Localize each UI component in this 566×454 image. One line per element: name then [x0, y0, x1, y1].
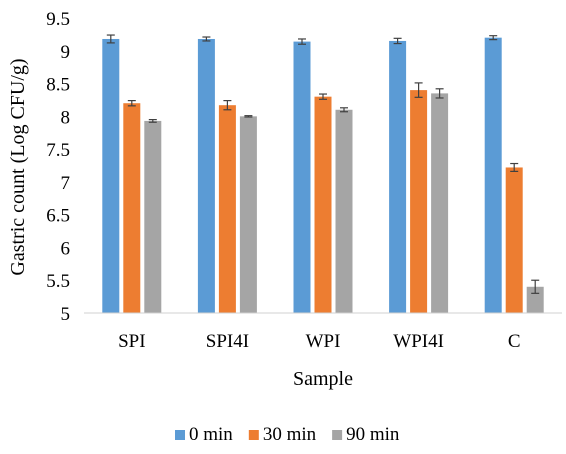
legend-swatch [175, 430, 185, 440]
bar [239, 116, 257, 313]
y-tick-label: 7.5 [46, 140, 70, 161]
y-tick-label: 9 [61, 42, 71, 63]
y-tick-label: 6.5 [46, 206, 70, 227]
bar [293, 41, 311, 313]
y-axis-ticks: 5 5.5 6 6.5 7 7.5 8 8.5 9 9.5 [46, 9, 70, 325]
y-tick-label: 5.5 [46, 271, 70, 292]
bar [314, 96, 332, 314]
bars [102, 34, 544, 314]
bar [410, 90, 428, 313]
y-tick-label: 9.5 [46, 9, 70, 30]
y-tick-label: 8.5 [46, 75, 70, 96]
legend-swatch [248, 430, 259, 440]
x-category-label: SPI [118, 331, 145, 352]
legend: 0 min 30 min 90 min [175, 424, 400, 445]
y-tick-label: 8 [61, 107, 71, 128]
legend-label: 30 min [263, 424, 317, 445]
bar [389, 40, 407, 313]
bar [484, 37, 502, 314]
x-axis-title: Sample [293, 368, 353, 390]
y-tick-label: 6 [61, 238, 71, 259]
bar [335, 109, 353, 314]
bar [123, 103, 141, 313]
bar [102, 38, 120, 313]
y-tick-label: 7 [61, 173, 71, 194]
legend-label: 90 min [346, 424, 400, 445]
bar [526, 286, 544, 313]
x-category-label: WPI [306, 331, 341, 352]
bar [144, 120, 162, 313]
bar [218, 105, 236, 313]
x-category-label: SPI4I [206, 331, 249, 352]
bar [505, 167, 523, 313]
y-axis-title: Gastric count (Log CFU/g) [7, 58, 29, 275]
bar [197, 38, 215, 313]
y-tick-label: 5 [61, 304, 71, 325]
x-axis-categories: SPI SPI4I WPI WPI4I C [118, 331, 520, 352]
legend-label: 0 min [189, 424, 233, 445]
x-category-label: WPI4I [393, 331, 444, 352]
x-category-label: C [508, 331, 521, 352]
legend-swatch [332, 430, 343, 440]
bar [431, 93, 449, 313]
